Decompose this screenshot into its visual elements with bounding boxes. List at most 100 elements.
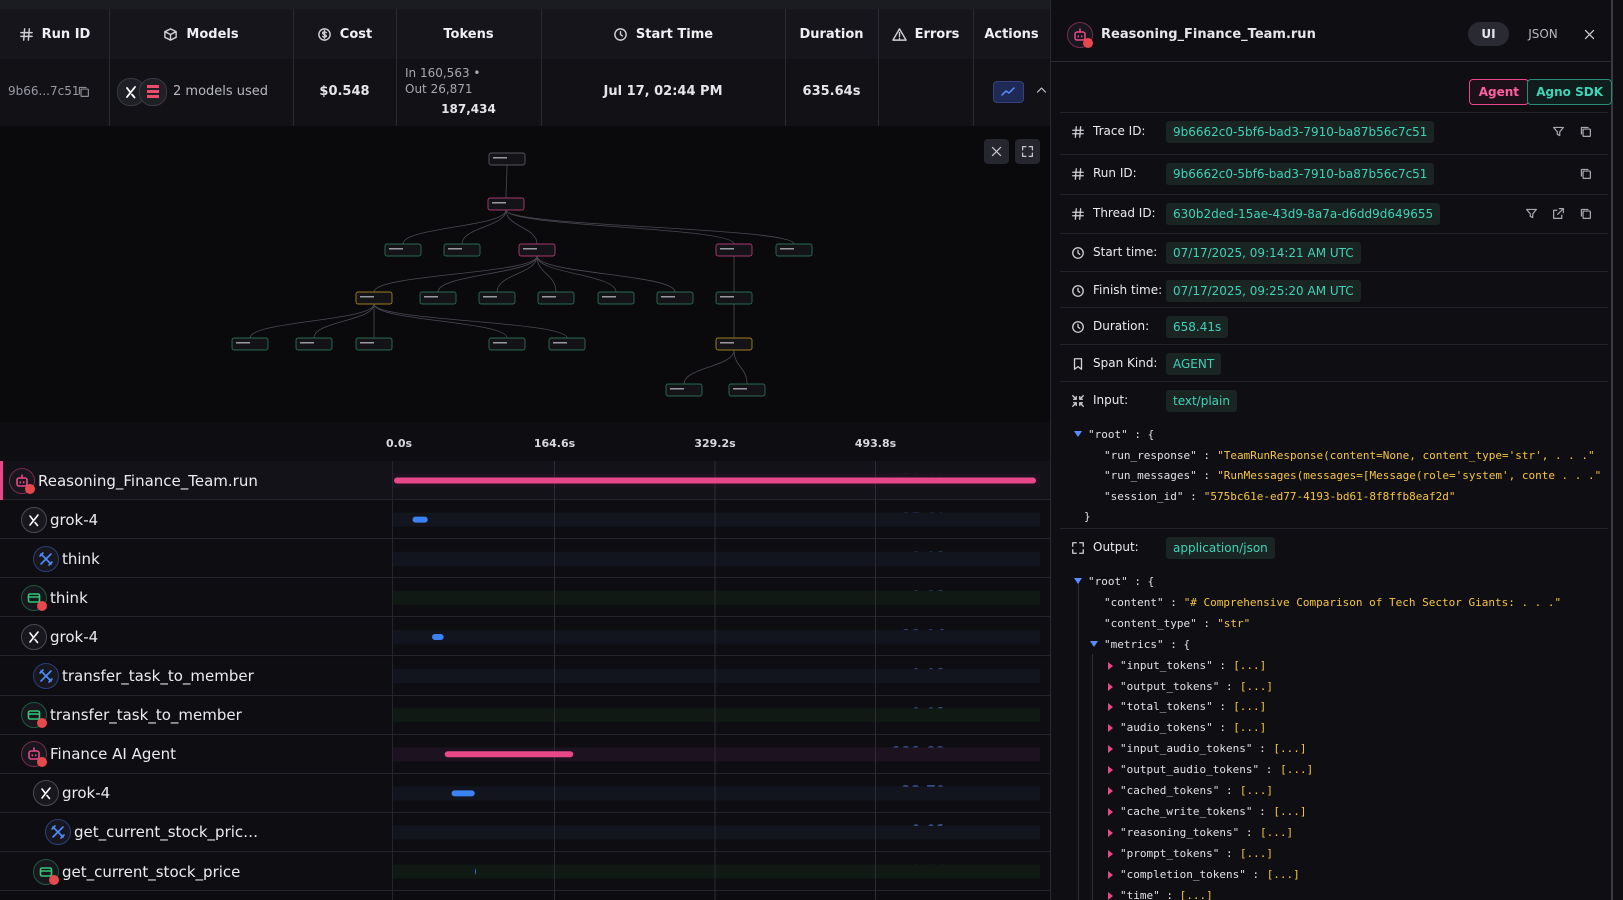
field-label: Duration: <box>1093 319 1150 333</box>
header-cell: Models <box>109 9 293 59</box>
graph-node <box>419 291 457 305</box>
icon-stroke <box>1580 126 1589 135</box>
json-toggle[interactable] <box>1108 703 1113 712</box>
json-toggle[interactable] <box>1108 849 1113 858</box>
field-value: 630b2ded-15ae-43d9-8a7a-d6dd9d649655 <box>1166 203 1441 225</box>
json-toggle[interactable] <box>1108 745 1113 754</box>
icon-chev[interactable] <box>1035 84 1048 97</box>
json-toggle[interactable] <box>1108 766 1113 775</box>
icon-stroke <box>39 551 53 566</box>
json-value: "575bc61e-ed77-4193-bd61-8f8ffb8eaf2d" <box>1203 489 1456 503</box>
json-value: [...] <box>1266 867 1300 881</box>
icon-copy[interactable] <box>1579 167 1592 180</box>
span-name: grok-4 <box>62 784 111 803</box>
span-duration: <0.01s <box>899 706 954 723</box>
field-value: AGENT <box>1166 353 1222 375</box>
graph-expand[interactable] <box>1015 139 1040 164</box>
graph-node <box>548 337 586 351</box>
span-icon <box>21 506 47 533</box>
json-toggle[interactable] <box>1074 578 1082 584</box>
field-label: Output: <box>1093 540 1139 554</box>
json-toggle[interactable] <box>1090 640 1098 647</box>
json-toggle[interactable] <box>1108 682 1113 691</box>
tab[interactable]: JSON <box>1528 27 1558 41</box>
icon-stroke <box>39 866 53 877</box>
json-value: [...] <box>1233 658 1267 672</box>
graph-node <box>775 243 813 257</box>
json-value: "TeamRunResponse(content=None, content_t… <box>1217 448 1595 462</box>
tab[interactable]: UI <box>1468 22 1509 46</box>
timeline-tick-label: 493.8s <box>854 437 897 450</box>
icon-stroke <box>619 30 623 37</box>
field-row <box>1060 233 1608 234</box>
icon-hash <box>1072 168 1084 180</box>
graph-node-text <box>542 296 556 298</box>
icon-tool <box>51 825 65 840</box>
span-icon <box>21 702 47 729</box>
icon-filter[interactable] <box>1552 125 1565 138</box>
field-row <box>1060 271 1608 272</box>
json-key: "time" : <box>1120 888 1173 900</box>
icon-hash <box>1072 126 1084 138</box>
icon-copy[interactable] <box>1579 125 1592 138</box>
span-name: think <box>50 588 88 607</box>
graph-node <box>487 197 525 211</box>
json-toggle[interactable] <box>1108 828 1113 837</box>
json-key: "prompt_tokens" : <box>1120 846 1233 860</box>
json-key: "run_messages" : <box>1104 469 1210 482</box>
icon-expand <box>1022 146 1033 157</box>
icon-copy <box>78 86 89 97</box>
icon-filter[interactable] <box>1525 207 1538 220</box>
graph-node-text <box>448 248 462 250</box>
json-toggle[interactable] <box>1108 870 1113 879</box>
json-toggle[interactable] <box>1108 787 1113 795</box>
json-value: [...] <box>1233 721 1267 735</box>
header-label: Cost <box>339 26 373 42</box>
field-row <box>1060 307 1608 308</box>
json-toggle[interactable] <box>1108 724 1113 733</box>
json-toggle[interactable] <box>1108 807 1113 816</box>
icon-ext[interactable] <box>1552 207 1565 220</box>
icon-x[interactable] <box>1583 28 1596 41</box>
graph-node-text <box>360 296 374 298</box>
icon-stroke <box>1580 208 1589 217</box>
icon-stroke <box>614 27 627 41</box>
field-row <box>1060 344 1608 345</box>
scrollbar <box>1611 0 1613 900</box>
icon-copy[interactable] <box>1579 207 1592 220</box>
json-value: [...] <box>1280 763 1314 777</box>
action-button[interactable] <box>993 81 1024 103</box>
icon-clock <box>1072 285 1084 297</box>
icon-stroke <box>1072 542 1084 554</box>
graph-edge <box>733 349 748 385</box>
span-badge <box>37 757 47 768</box>
badge-sdk: Agno SDK <box>1527 79 1612 105</box>
timeline-tick-label: 0.0s <box>386 437 413 450</box>
graph-edge <box>536 255 557 293</box>
timeline-row <box>0 539 1050 579</box>
json-toggle[interactable] <box>1108 661 1113 670</box>
json-key: "root" : { <box>1088 575 1155 588</box>
json-key: "input_audio_tokens" : <box>1120 742 1266 756</box>
json-key: "output_tokens" : <box>1120 679 1233 693</box>
graph-edge <box>461 209 507 245</box>
graph-node <box>478 291 516 305</box>
icon-stroke <box>1582 128 1591 137</box>
cost: $0.548 <box>319 84 370 99</box>
column-divider <box>973 9 974 126</box>
icon-stroke <box>19 27 33 41</box>
graph-edge <box>505 209 735 245</box>
icon-xai <box>29 513 39 526</box>
json-toggle[interactable] <box>1108 891 1113 900</box>
json-toggle[interactable] <box>1074 431 1082 437</box>
detail-panel <box>1050 0 1623 900</box>
icon-stroke <box>1022 146 1033 157</box>
json-key: "metrics" : { <box>1104 637 1191 651</box>
icon-stroke <box>1077 249 1081 255</box>
icon-stroke <box>1077 323 1081 329</box>
graph-close[interactable] <box>984 139 1009 164</box>
icon-stroke <box>16 476 28 487</box>
json-key: "cached_tokens" : <box>1120 784 1233 797</box>
field-label: Thread ID: <box>1093 206 1156 220</box>
field-value: 658.41s <box>1166 316 1229 338</box>
